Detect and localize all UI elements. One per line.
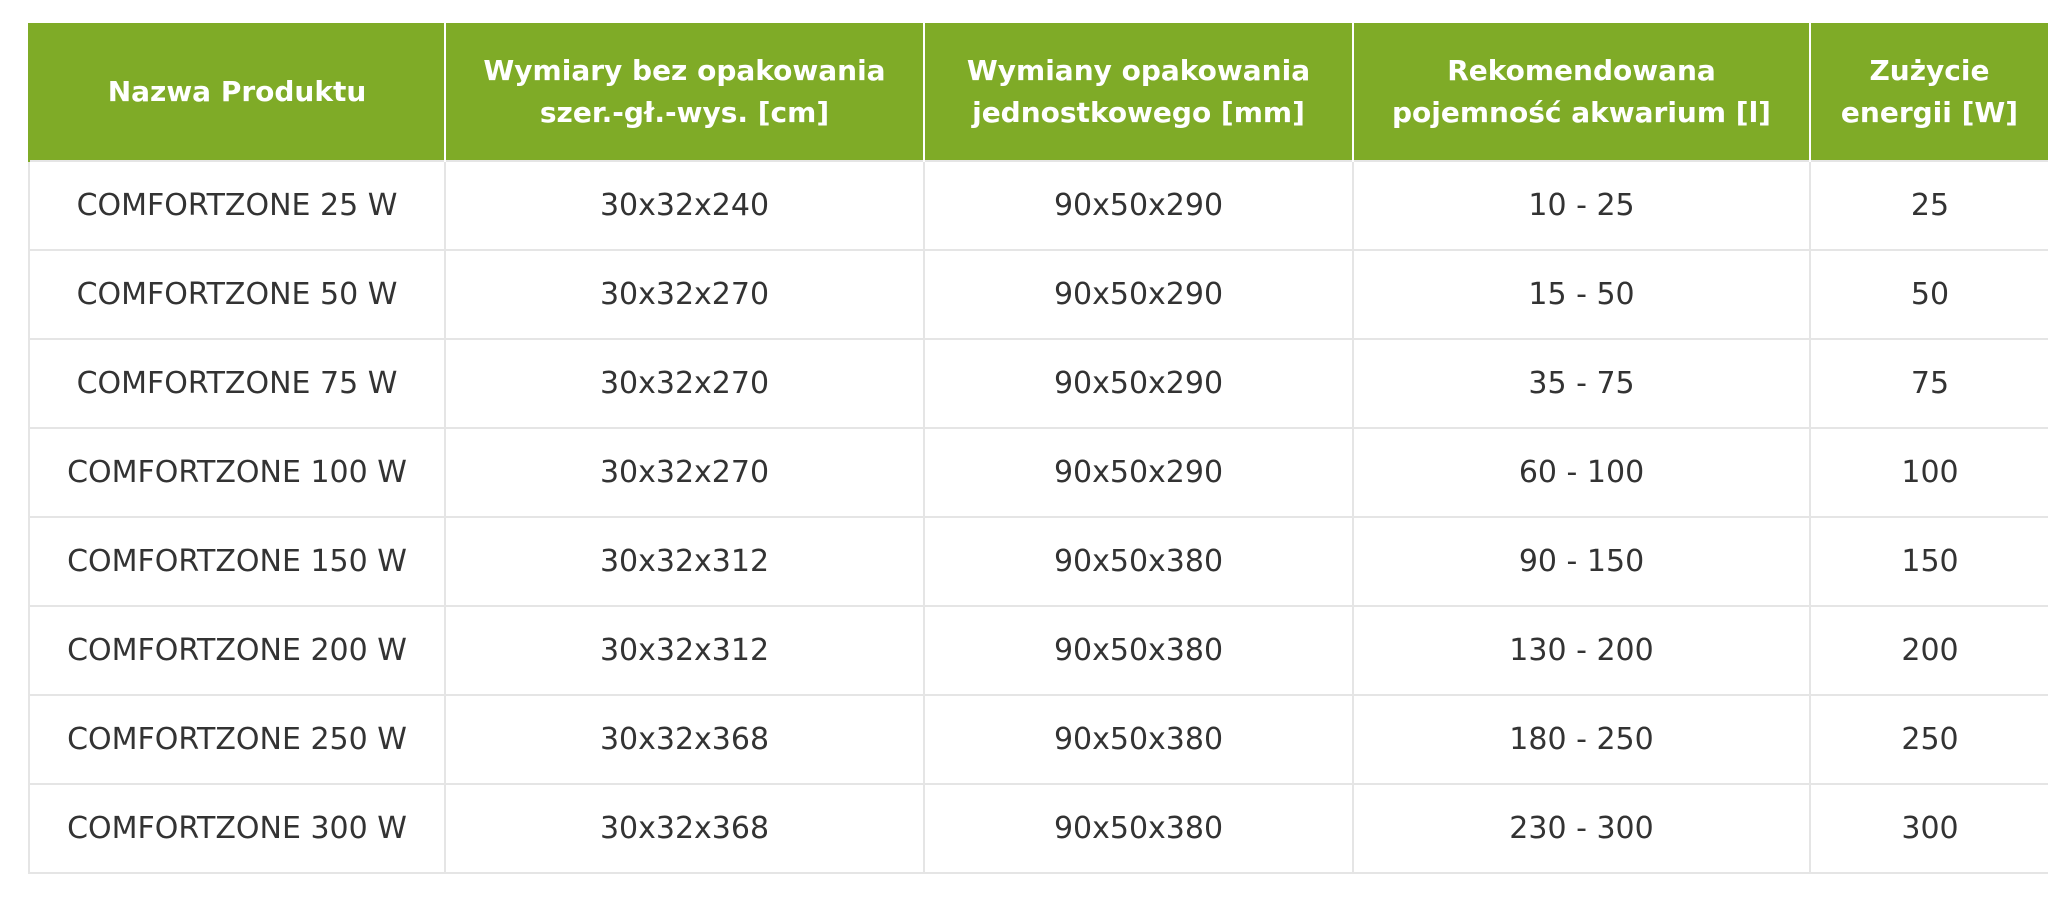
table-row: COMFORTZONE 100 W 30x32x270 90x50x290 60…	[28, 427, 2048, 518]
cell-recommended-volume: 60 - 100	[1352, 427, 1811, 518]
cell-package-dimensions: 90x50x380	[923, 516, 1354, 607]
cell-recommended-volume: 15 - 50	[1352, 249, 1811, 340]
cell-dimensions-unpacked: 30x32x368	[444, 694, 925, 785]
cell-dimensions-unpacked: 30x32x270	[444, 249, 925, 340]
table-row: COMFORTZONE 200 W 30x32x312 90x50x380 13…	[28, 605, 2048, 696]
cell-power-consumption: 50	[1809, 249, 2048, 340]
cell-product-name: COMFORTZONE 300 W	[28, 783, 446, 874]
cell-product-name: COMFORTZONE 200 W	[28, 605, 446, 696]
table-header-row: Nazwa Produktu Wymiary bez opakowania sz…	[28, 23, 2048, 161]
cell-dimensions-unpacked: 30x32x270	[444, 338, 925, 429]
cell-recommended-volume: 230 - 300	[1352, 783, 1811, 874]
header-power-consumption: Zużycie energii [W]	[1809, 23, 2048, 161]
cell-power-consumption: 25	[1809, 160, 2048, 251]
cell-product-name: COMFORTZONE 250 W	[28, 694, 446, 785]
table-row: COMFORTZONE 50 W 30x32x270 90x50x290 15 …	[28, 249, 2048, 340]
cell-product-name: COMFORTZONE 75 W	[28, 338, 446, 429]
table-row: COMFORTZONE 75 W 30x32x270 90x50x290 35 …	[28, 338, 2048, 429]
header-package-dimensions: Wymiany opakowania jednostkowego [mm]	[923, 23, 1354, 161]
cell-recommended-volume: 35 - 75	[1352, 338, 1811, 429]
cell-package-dimensions: 90x50x290	[923, 427, 1354, 518]
cell-package-dimensions: 90x50x290	[923, 338, 1354, 429]
header-dimensions-unpacked: Wymiary bez opakowania szer.-gł.-wys. [c…	[444, 23, 925, 161]
cell-package-dimensions: 90x50x290	[923, 160, 1354, 251]
cell-product-name: COMFORTZONE 150 W	[28, 516, 446, 607]
cell-power-consumption: 200	[1809, 605, 2048, 696]
table-row: COMFORTZONE 150 W 30x32x312 90x50x380 90…	[28, 516, 2048, 607]
cell-power-consumption: 100	[1809, 427, 2048, 518]
product-spec-table: Nazwa Produktu Wymiary bez opakowania sz…	[28, 23, 2048, 874]
cell-dimensions-unpacked: 30x32x368	[444, 783, 925, 874]
cell-dimensions-unpacked: 30x32x312	[444, 605, 925, 696]
cell-package-dimensions: 90x50x290	[923, 249, 1354, 340]
cell-recommended-volume: 180 - 250	[1352, 694, 1811, 785]
cell-power-consumption: 150	[1809, 516, 2048, 607]
cell-power-consumption: 75	[1809, 338, 2048, 429]
cell-recommended-volume: 130 - 200	[1352, 605, 1811, 696]
cell-power-consumption: 300	[1809, 783, 2048, 874]
cell-recommended-volume: 10 - 25	[1352, 160, 1811, 251]
table-row: COMFORTZONE 300 W 30x32x368 90x50x380 23…	[28, 783, 2048, 874]
table-row: COMFORTZONE 25 W 30x32x240 90x50x290 10 …	[28, 160, 2048, 251]
cell-dimensions-unpacked: 30x32x240	[444, 160, 925, 251]
cell-power-consumption: 250	[1809, 694, 2048, 785]
header-product-name: Nazwa Produktu	[28, 23, 446, 161]
cell-package-dimensions: 90x50x380	[923, 694, 1354, 785]
cell-product-name: COMFORTZONE 25 W	[28, 160, 446, 251]
cell-package-dimensions: 90x50x380	[923, 605, 1354, 696]
cell-recommended-volume: 90 - 150	[1352, 516, 1811, 607]
cell-dimensions-unpacked: 30x32x312	[444, 516, 925, 607]
cell-product-name: COMFORTZONE 100 W	[28, 427, 446, 518]
cell-product-name: COMFORTZONE 50 W	[28, 249, 446, 340]
cell-package-dimensions: 90x50x380	[923, 783, 1354, 874]
cell-dimensions-unpacked: 30x32x270	[444, 427, 925, 518]
table-row: COMFORTZONE 250 W 30x32x368 90x50x380 18…	[28, 694, 2048, 785]
header-recommended-volume: Rekomendowana pojemność akwarium [l]	[1352, 23, 1811, 161]
